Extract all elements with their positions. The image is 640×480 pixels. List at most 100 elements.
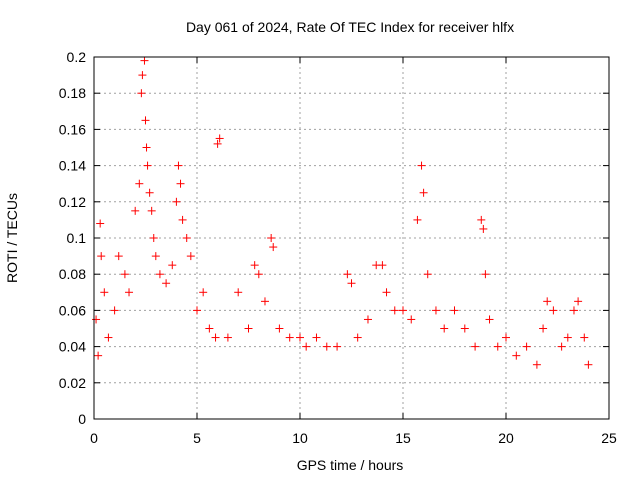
x-tick-label: 0: [90, 430, 98, 446]
y-tick-label: 0.14: [59, 158, 86, 174]
data-point: [450, 306, 459, 315]
data-point: [399, 306, 407, 315]
data-point: [431, 306, 440, 315]
data-point: [131, 206, 140, 215]
data-point: [120, 270, 129, 279]
data-point: [149, 234, 158, 242]
data-point: [363, 315, 372, 324]
y-tick-label: 0.02: [59, 375, 86, 391]
data-point: [94, 351, 103, 360]
data-point: [254, 270, 263, 279]
data-point: [423, 270, 432, 279]
data-point: [382, 288, 391, 297]
data-point: [215, 134, 224, 143]
data-point: [168, 261, 177, 270]
data-point: [479, 224, 488, 233]
data-point: [378, 261, 387, 270]
data-point: [574, 297, 583, 306]
x-tick-label: 25: [601, 430, 617, 446]
data-point: [569, 306, 578, 315]
data-point: [96, 219, 105, 228]
data-point: [322, 342, 331, 351]
data-point: [353, 333, 362, 342]
data-point: [104, 333, 113, 342]
data-point: [493, 342, 502, 351]
data-point: [125, 288, 134, 297]
x-tick-label: 10: [292, 430, 308, 446]
data-point: [213, 139, 222, 148]
chart-title: Day 061 of 2024, Rate Of TEC Index for r…: [186, 19, 514, 35]
data-point: [460, 324, 469, 333]
data-point: [312, 333, 321, 342]
data-point: [211, 333, 220, 342]
y-tick-label: 0.18: [59, 85, 86, 101]
data-point: [477, 215, 486, 224]
data-point: [143, 161, 152, 170]
data-point: [584, 360, 593, 369]
data-point: [138, 71, 147, 80]
data-point: [172, 197, 181, 206]
data-point: [563, 333, 572, 342]
data-point: [471, 342, 480, 351]
data-point: [285, 333, 294, 342]
data-point: [162, 279, 171, 288]
data-point: [390, 306, 399, 315]
data-point: [244, 324, 253, 333]
data-point: [502, 333, 510, 342]
data-point: [543, 297, 552, 306]
data-point: [155, 270, 164, 279]
data-point: [275, 324, 284, 333]
data-point: [302, 342, 311, 351]
data-point: [539, 324, 548, 333]
y-axis-label: ROTI / TECUs: [4, 193, 20, 283]
data-point: [205, 324, 214, 333]
axes: 0 0.02 0.04 0.06 0.08 0.1 0.12 0.14 0.16 0.18 0.2 0…: [59, 49, 617, 446]
y-tick-label: 0.04: [59, 339, 86, 355]
y-tick-label: 0.16: [59, 121, 86, 137]
data-point: [100, 288, 109, 297]
data-point: [147, 206, 156, 215]
y-tick-label: 0.2: [67, 49, 87, 65]
data-point: [97, 252, 106, 261]
data-point: [145, 188, 154, 197]
x-tick-label: 5: [193, 430, 201, 446]
data-point: [142, 143, 151, 152]
data-point: [532, 360, 541, 369]
data-point: [140, 56, 149, 65]
data-point: [151, 252, 160, 261]
data-point: [440, 324, 449, 333]
data-point: [417, 161, 426, 170]
data-point: [182, 234, 191, 242]
data-point: [485, 315, 494, 324]
y-tick-label: 0.06: [59, 302, 86, 318]
data-point: [343, 270, 352, 279]
y-tick-label: 0.12: [59, 194, 86, 210]
x-axis-label: GPS time / hours: [297, 457, 404, 473]
data-point: [234, 288, 243, 297]
data-point: [178, 215, 187, 224]
y-tick-label: 0.08: [59, 266, 86, 282]
data-point: [199, 288, 208, 297]
data-point: [269, 243, 278, 252]
data-point: [522, 342, 531, 351]
data-point: [193, 306, 201, 315]
x-tick-label: 20: [498, 430, 514, 446]
data-point: [186, 252, 195, 261]
data-point: [114, 252, 123, 261]
data-points: [92, 56, 593, 369]
data-point: [260, 297, 269, 306]
x-tick-label: 15: [395, 430, 411, 446]
data-point: [137, 89, 146, 98]
data-point: [407, 315, 416, 324]
data-point: [223, 333, 232, 342]
data-point: [92, 315, 101, 324]
data-point: [549, 306, 558, 315]
data-point: [176, 179, 185, 188]
data-point: [333, 342, 342, 351]
y-tick-label: 0.1: [67, 230, 87, 246]
data-point: [413, 215, 422, 224]
data-point: [419, 188, 428, 197]
data-point: [135, 179, 144, 188]
